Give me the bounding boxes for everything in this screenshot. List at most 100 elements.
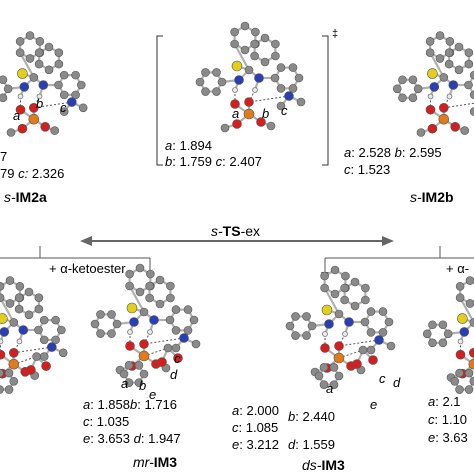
atom-o: [17, 123, 28, 134]
atom-c: [77, 80, 86, 90]
atom-p: [28, 113, 40, 125]
atom-c: [450, 376, 460, 386]
atom-c: [124, 378, 134, 387]
bond-label-a-ts: a: [232, 106, 240, 121]
atom-c: [469, 70, 474, 80]
atom-c: [54, 48, 64, 58]
ts-bracket-right: [322, 35, 329, 166]
atom-c: [59, 70, 69, 80]
atom-c: [191, 339, 201, 349]
atom-c: [230, 27, 239, 37]
atom-c: [422, 329, 432, 339]
atom-o: [469, 348, 474, 358]
hydrogen-bond: [338, 339, 380, 347]
right-partial-distance-e: e: 3.63: [428, 430, 468, 445]
atom-c: [44, 42, 54, 52]
atom-c: [0, 93, 8, 103]
atom-c: [9, 376, 19, 386]
bond: [429, 52, 445, 78]
atom-c: [220, 123, 230, 133]
atom-h: [446, 93, 453, 100]
atom-c: [166, 293, 175, 303]
atom-c: [294, 73, 304, 83]
atom-c: [350, 277, 360, 287]
atom-c: [443, 329, 453, 339]
atom-c: [435, 54, 445, 63]
atom-o: [368, 355, 378, 365]
atom-c: [330, 265, 340, 275]
atom-c: [146, 269, 155, 279]
atom-c: [230, 39, 239, 49]
atom-c: [183, 305, 193, 314]
bond-label-e-mr: e: [149, 387, 157, 402]
mr-im3-distance-ed: e: 3.653 d: 1.947: [83, 431, 181, 446]
atom-c: [145, 281, 154, 291]
atom-o: [9, 347, 19, 358]
atom-o: [41, 361, 51, 371]
atom-c: [392, 84, 402, 94]
atom-c: [51, 335, 60, 345]
bond-label-e-ds: e: [370, 397, 378, 412]
ds-im3-distance-a: a: 2.000: [232, 403, 280, 418]
atom-c: [0, 385, 4, 394]
ds-im3-distance-c: c: 1.085: [232, 420, 279, 435]
atom-c: [34, 325, 43, 335]
atom-c: [435, 31, 445, 40]
ketoester-label: + α-ketoester: [49, 261, 126, 276]
atom-c: [171, 326, 181, 335]
atom-c: [14, 304, 24, 314]
atom-c: [454, 65, 464, 75]
s-im2b-distance-ab: a: 2.528 b: 2.595: [344, 145, 442, 160]
atom-c: [276, 101, 286, 111]
atom-c: [145, 293, 154, 303]
atom-h: [36, 93, 43, 100]
atom-c: [134, 361, 144, 370]
bond: [0, 297, 15, 323]
atom-n: [129, 317, 139, 327]
atom-c: [398, 75, 407, 85]
atom-c: [329, 380, 339, 389]
atom-c: [124, 361, 134, 370]
atom-c: [340, 295, 349, 305]
bond-label-b-ts: b: [262, 106, 270, 121]
atom-c: [0, 75, 8, 85]
ts-distance-bc: b: 1.759 c: 2.407: [165, 154, 262, 169]
atom-c: [5, 299, 15, 308]
atom-c: [163, 343, 173, 353]
atom-c: [428, 338, 437, 348]
atom-c: [3, 84, 13, 94]
bond-label-b-mr: b: [139, 378, 147, 393]
atom-h: [232, 87, 238, 93]
atom-c: [51, 315, 60, 325]
atom-c: [44, 65, 54, 75]
bond-label-c-ds: c: [379, 371, 386, 386]
atom-c: [444, 59, 454, 69]
atom-o: [352, 359, 362, 369]
atom-c: [270, 73, 280, 83]
atom-c: [15, 281, 25, 291]
atom-o: [427, 123, 438, 134]
atom-c: [251, 27, 260, 37]
bond: [128, 285, 145, 313]
atom-s: [321, 304, 333, 316]
bond-label-c-im2a: c: [60, 100, 67, 115]
atom-p: [243, 108, 255, 120]
right-partial-distance-c: c: 1.10: [428, 412, 468, 427]
atom-o: [244, 97, 254, 107]
atom-c: [112, 319, 122, 329]
atom-c: [464, 80, 473, 90]
atom-c: [469, 107, 474, 116]
atom-c: [408, 93, 418, 103]
connector-lines: [0, 246, 474, 276]
atom-c: [469, 90, 474, 100]
atom-c: [107, 329, 116, 338]
atom-c: [39, 335, 49, 345]
atom-c: [465, 276, 474, 285]
atom-c: [260, 33, 270, 43]
atom-n: [344, 317, 354, 327]
atom-c: [319, 363, 329, 372]
atom-c: [428, 320, 437, 330]
s-im2b-distance-c: c: 1.523: [344, 162, 391, 177]
atom-c: [384, 317, 394, 327]
atom-c: [438, 320, 448, 330]
